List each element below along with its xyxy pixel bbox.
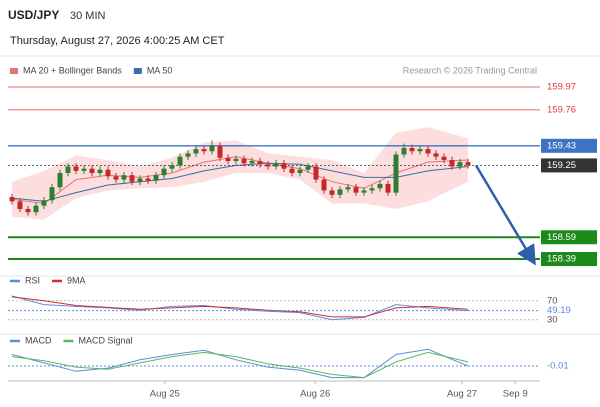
candle-body bbox=[257, 161, 263, 165]
symbol: USD/JPY bbox=[8, 8, 59, 22]
candle-body bbox=[377, 183, 383, 189]
candle-body bbox=[9, 196, 15, 202]
candle-body bbox=[393, 154, 399, 193]
level-label-box bbox=[541, 158, 597, 173]
timeframe: 30 MIN bbox=[70, 10, 106, 22]
level-label: 159.25 bbox=[547, 160, 576, 171]
candle-body bbox=[89, 168, 95, 174]
candle-body bbox=[425, 149, 431, 154]
level-label: 158.39 bbox=[547, 254, 576, 265]
level-label-box bbox=[541, 230, 597, 245]
candle-body bbox=[329, 190, 335, 195]
candle-body bbox=[25, 208, 31, 213]
candle-body bbox=[49, 187, 55, 201]
level-label-box bbox=[541, 138, 597, 153]
series-line bbox=[11, 295, 469, 321]
candle-body bbox=[417, 149, 423, 152]
candle-body bbox=[465, 162, 471, 166]
current-value-label: -0.01 bbox=[547, 361, 569, 372]
candle-body bbox=[281, 163, 287, 169]
candle-body bbox=[385, 183, 391, 193]
projection-arrow bbox=[474, 164, 536, 266]
legend-label: MA 20 + Bollinger Bands bbox=[23, 65, 122, 75]
candle-body bbox=[113, 176, 119, 180]
candle-body bbox=[249, 161, 255, 164]
candle-body bbox=[137, 178, 143, 182]
candle-body bbox=[57, 173, 63, 188]
candle-body bbox=[65, 166, 71, 174]
candle-body bbox=[361, 190, 367, 193]
candle-body bbox=[241, 158, 247, 164]
bollinger-band bbox=[12, 127, 468, 220]
timestamp: Thursday, August 27, 2026 4:00:25 AM CET bbox=[10, 35, 225, 47]
legend-label: 9MA bbox=[67, 275, 86, 285]
candle-body bbox=[105, 169, 111, 177]
candle-body bbox=[265, 164, 271, 167]
candle-body bbox=[369, 188, 375, 191]
candle-body bbox=[297, 169, 303, 174]
candle-body bbox=[153, 175, 159, 181]
candle-body bbox=[401, 147, 407, 155]
x-tick-label: Aug 26 bbox=[300, 389, 330, 400]
legend-swatch bbox=[133, 68, 142, 74]
x-tick-label: Aug 25 bbox=[150, 389, 180, 400]
source: Research © 2026 Trading Central bbox=[403, 65, 537, 75]
candle-body bbox=[145, 178, 151, 181]
candle-body bbox=[81, 168, 87, 171]
series-line bbox=[11, 351, 469, 379]
candle-body bbox=[353, 187, 359, 193]
level-label: 159.97 bbox=[547, 82, 576, 93]
x-tick-label: Sep 9 bbox=[503, 389, 528, 400]
candle-body bbox=[441, 156, 447, 160]
level-label: 158.59 bbox=[547, 232, 576, 243]
candle-body bbox=[73, 166, 79, 171]
legend-label: MACD Signal bbox=[79, 335, 133, 345]
candle-body bbox=[321, 179, 327, 191]
candle-body bbox=[217, 145, 223, 158]
candle-body bbox=[225, 157, 231, 162]
series-line bbox=[11, 348, 469, 379]
candle-body bbox=[457, 162, 463, 167]
y-tick-label: 30 bbox=[547, 314, 558, 325]
candle-body bbox=[433, 153, 439, 157]
candle-body bbox=[41, 200, 47, 206]
candle-body bbox=[313, 166, 319, 180]
level-label-box bbox=[541, 252, 597, 267]
candle-body bbox=[121, 175, 127, 180]
legend-swatch bbox=[10, 68, 18, 74]
candle-body bbox=[305, 166, 311, 170]
candle-body bbox=[33, 205, 39, 213]
candle-body bbox=[169, 165, 175, 169]
current-value-label: 49.19 bbox=[547, 305, 571, 316]
candle-body bbox=[161, 168, 167, 176]
candle-body bbox=[233, 158, 239, 162]
x-tick-label: Aug 27 bbox=[447, 389, 477, 400]
legend-label: RSI bbox=[25, 275, 40, 285]
candle-body bbox=[185, 153, 191, 157]
candle-body bbox=[209, 145, 215, 152]
candle-body bbox=[289, 168, 295, 174]
candle-body bbox=[129, 175, 135, 182]
candle-body bbox=[177, 156, 183, 166]
candle-body bbox=[201, 149, 207, 152]
candle-body bbox=[97, 169, 103, 174]
candle-body bbox=[193, 149, 199, 154]
level-label: 159.76 bbox=[547, 104, 576, 115]
candle-body bbox=[449, 159, 455, 167]
candle-body bbox=[409, 147, 415, 152]
legend-label: MACD bbox=[25, 335, 52, 345]
legend-label: MA 50 bbox=[147, 65, 173, 75]
candle-body bbox=[337, 189, 343, 195]
level-label: 159.43 bbox=[547, 140, 576, 151]
y-tick-label: 70 bbox=[547, 295, 558, 306]
candle-body bbox=[17, 201, 23, 209]
candle-body bbox=[345, 187, 351, 190]
candle-body bbox=[273, 163, 279, 167]
